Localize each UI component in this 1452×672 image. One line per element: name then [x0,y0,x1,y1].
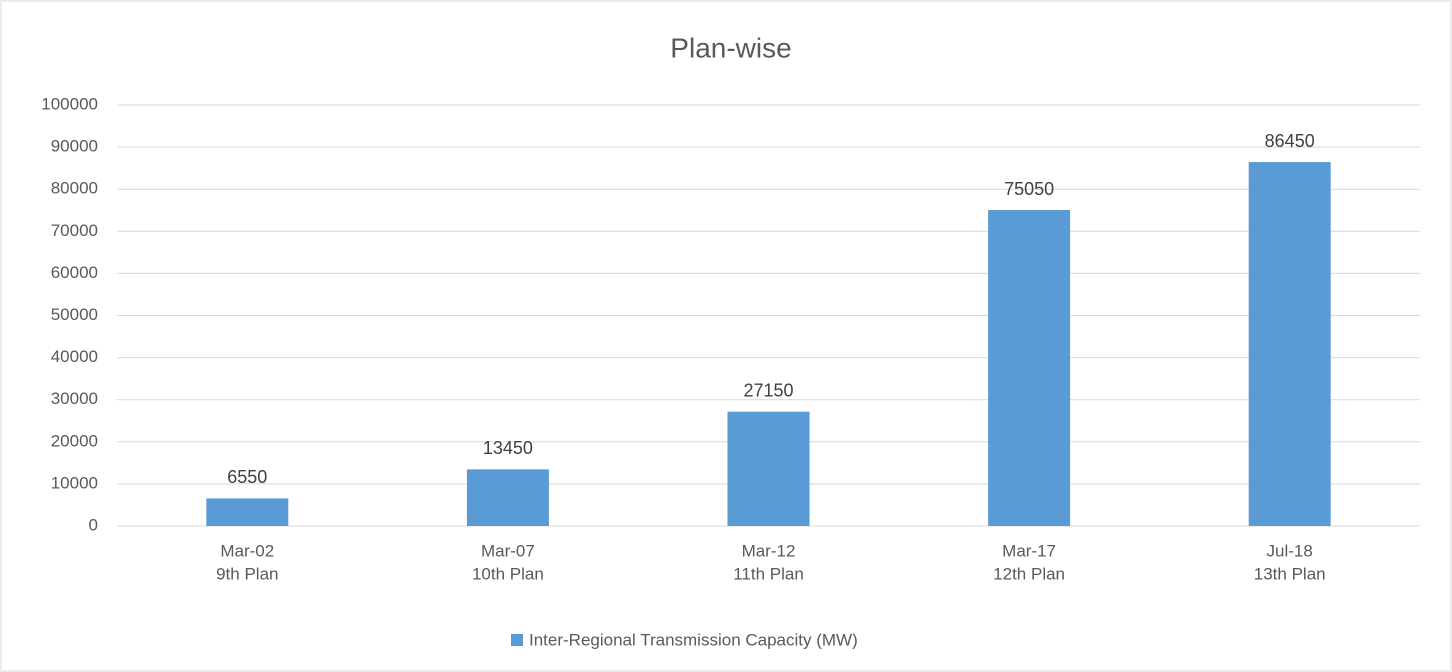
x-tick-label: Mar-07 [481,541,535,560]
y-tick-label: 90000 [51,137,98,156]
data-label: 13450 [483,438,533,458]
data-label: 6550 [227,467,267,487]
x-tick-label: Mar-17 [1002,541,1056,560]
bar [1248,162,1331,526]
bar [466,469,549,526]
x-tick-label: 13th Plan [1254,564,1326,583]
y-tick-label: 70000 [51,221,98,240]
y-tick-label: 20000 [51,431,98,450]
x-tick-label: 10th Plan [472,564,544,583]
y-tick-label: 80000 [51,179,98,198]
x-tick-label: 12th Plan [993,564,1065,583]
y-tick-label: 50000 [51,305,98,324]
x-tick-label: 11th Plan [733,564,804,583]
x-tick-label: Mar-12 [742,541,796,560]
legend-label: Inter-Regional Transmission Capacity (MW… [529,630,858,649]
y-tick-label: 0 [89,515,98,534]
x-tick-label: Jul-18 [1267,541,1313,560]
y-tick-label: 10000 [51,473,98,492]
y-tick-label: 60000 [51,263,98,282]
bar [206,498,289,526]
y-tick-label: 100000 [41,94,98,113]
bar [727,411,810,526]
chart-title: Plan-wise [670,32,791,63]
bar [988,210,1071,527]
y-tick-label: 30000 [51,389,98,408]
x-tick-label: 9th Plan [216,564,278,583]
data-label: 86450 [1265,131,1315,151]
legend-swatch [511,634,523,646]
data-label: 27150 [743,380,793,400]
x-tick-label: Mar-02 [220,541,274,560]
y-tick-label: 40000 [51,347,98,366]
data-label: 75050 [1004,179,1054,199]
